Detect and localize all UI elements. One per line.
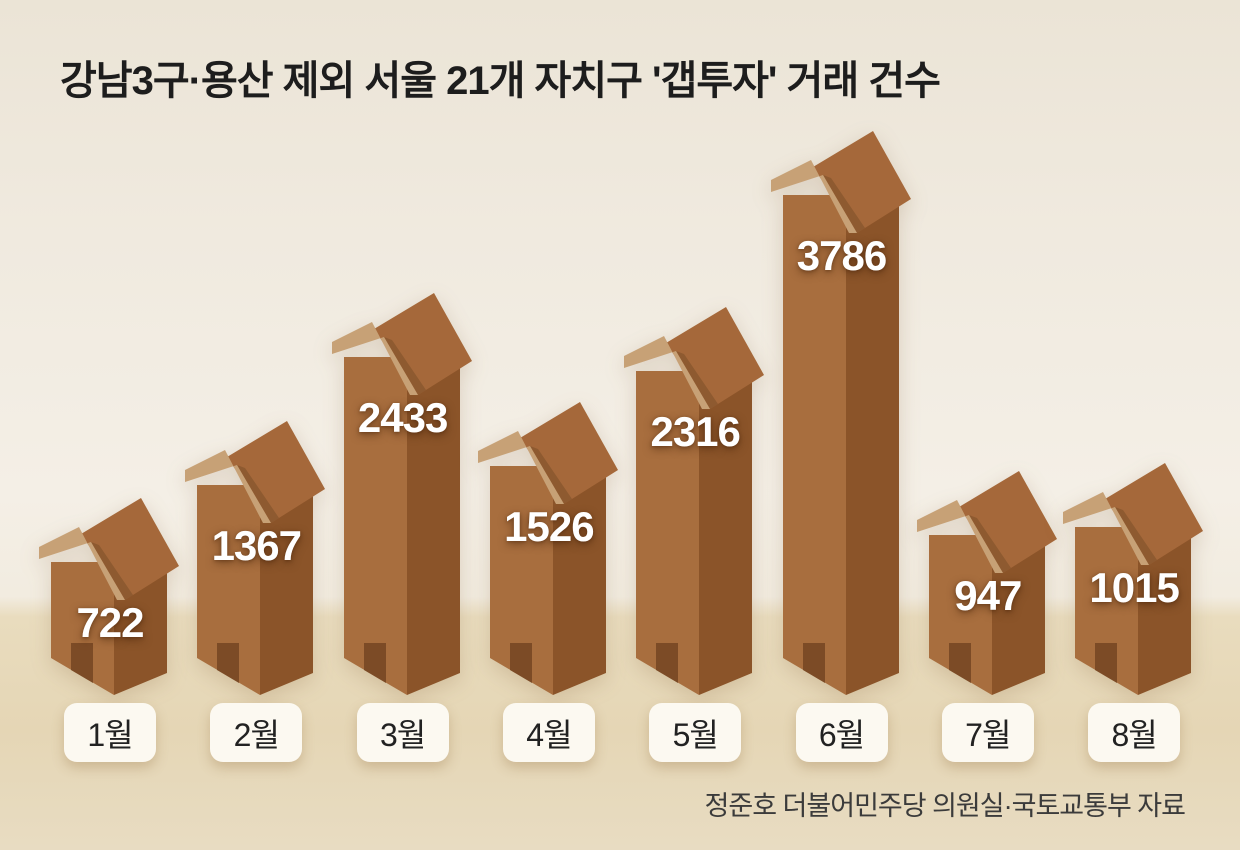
roof-trim — [39, 527, 125, 600]
roof-shadow-edge — [383, 337, 426, 395]
house-front-face — [343, 357, 407, 695]
roof-shadow-edge — [237, 465, 280, 523]
house-front-face — [928, 535, 992, 695]
value-label: 722 — [76, 599, 144, 646]
roof-trim — [1063, 492, 1150, 565]
house-bar-5월: 2316 — [624, 305, 766, 695]
month-label-5월: 5월 — [649, 703, 742, 762]
house-bar-2월: 1367 — [185, 419, 327, 695]
roof-shadow-edge — [822, 175, 865, 233]
house-front-face — [489, 466, 553, 695]
month-label-6월: 6월 — [795, 703, 888, 762]
month-label-1월: 1월 — [64, 703, 156, 762]
house-icon — [1063, 463, 1204, 695]
house-icon — [185, 421, 326, 695]
house-bar-6월: 3786 — [770, 129, 913, 695]
house-front-face — [1075, 527, 1139, 695]
roof-slab — [373, 293, 472, 395]
value-label: 1526 — [504, 503, 594, 550]
roof-slab — [519, 402, 618, 504]
house-front-face — [782, 195, 846, 695]
house-bar-7월: 947 — [916, 469, 1059, 695]
month-label-2월: 2월 — [210, 703, 303, 762]
door-icon — [656, 643, 679, 683]
house-front-face — [636, 371, 700, 695]
roof-shadow-edge — [1115, 507, 1158, 565]
house-side-face — [991, 535, 1045, 695]
house-front-face — [51, 562, 114, 695]
house-icon — [770, 131, 911, 695]
house-bar-1월: 722 — [39, 496, 181, 695]
source-caption: 정준호 더불어민주당 의원실·국토교통부 자료 — [704, 791, 1186, 821]
value-label: 2433 — [357, 394, 448, 441]
month-label-8월: 8월 — [1088, 703, 1181, 762]
value-label: 947 — [954, 572, 1022, 619]
roof-shadow-edge — [91, 542, 133, 600]
value-label: 1015 — [1089, 564, 1179, 611]
door-icon — [802, 643, 825, 683]
value-label: 3786 — [796, 232, 887, 279]
month-label-4월: 4월 — [502, 703, 595, 762]
house-icon — [477, 402, 618, 695]
door-icon — [217, 643, 240, 683]
house-bar-4월: 1526 — [477, 400, 620, 695]
roof-shadow-edge — [968, 515, 1011, 573]
value-label: 1367 — [211, 522, 302, 569]
house-icon — [624, 307, 765, 695]
roof-slab — [666, 307, 765, 409]
house-front-face — [197, 485, 261, 695]
roof-slab — [812, 131, 911, 233]
door-icon — [948, 643, 971, 683]
roof-shadow-edge — [529, 446, 572, 504]
chart-title: 강남3구·용산 제외 서울 21개 자치구 '갭투자' 거래 건수 — [60, 59, 941, 103]
door-icon — [363, 643, 386, 683]
month-label-3월: 3월 — [356, 703, 449, 762]
house-icon — [916, 471, 1057, 695]
roof-shadow-edge — [676, 351, 719, 409]
roof-trim — [331, 322, 418, 395]
door-icon — [509, 643, 532, 683]
house-side-face — [699, 371, 753, 695]
month-label-7월: 7월 — [941, 703, 1034, 762]
house-side-face — [1138, 527, 1192, 695]
roof-trim — [185, 450, 272, 523]
house-icon — [39, 498, 179, 695]
roof-trim — [770, 160, 857, 233]
house-icon — [331, 293, 472, 695]
door-icon — [1095, 643, 1118, 683]
roof-trim — [477, 431, 564, 504]
value-label: 2316 — [650, 408, 740, 455]
house-side-face — [845, 195, 899, 695]
roof-slab — [81, 498, 179, 600]
house-side-face — [552, 466, 606, 695]
roof-slab — [1105, 463, 1204, 565]
door-icon — [71, 643, 93, 683]
roof-slab — [958, 471, 1057, 573]
house-bar-8월: 1015 — [1063, 461, 1205, 695]
roof-trim — [916, 500, 1003, 573]
roof-trim — [624, 336, 711, 409]
house-side-face — [260, 485, 314, 695]
house-side-face — [406, 357, 460, 695]
roof-slab — [227, 421, 326, 523]
house-bar-3월: 2433 — [331, 291, 474, 695]
